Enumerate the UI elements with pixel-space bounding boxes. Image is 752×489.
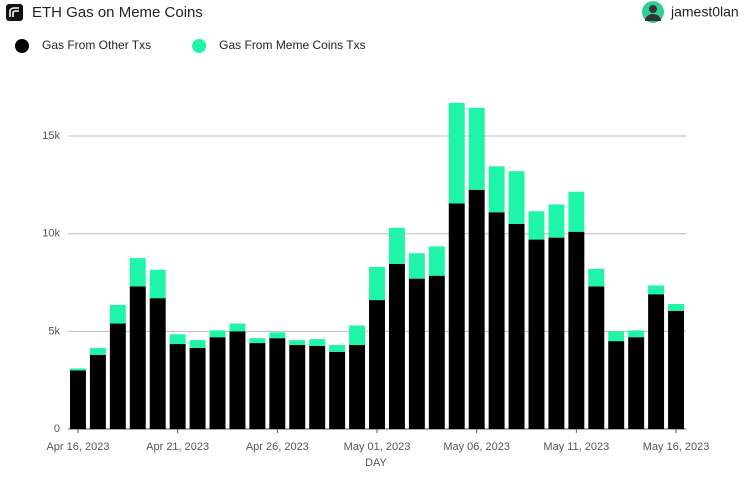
bar-segment xyxy=(468,189,485,429)
bar-segment xyxy=(249,338,266,344)
legend-swatch xyxy=(192,39,207,53)
bar-segment xyxy=(269,338,286,429)
dashboard-title: ETH Gas on Meme Coins xyxy=(32,4,203,21)
bar-segment xyxy=(349,345,366,429)
legend-label: Gas From Meme Coins Txs xyxy=(219,38,365,52)
avatar-body xyxy=(645,14,661,21)
bar-segment xyxy=(668,310,685,429)
bar-segment xyxy=(648,294,665,429)
bar-segment xyxy=(189,340,206,348)
bar-segment xyxy=(269,332,286,339)
x-tick-label: May 06, 2023 xyxy=(443,441,510,453)
bar-segment xyxy=(289,345,306,429)
bar-segment xyxy=(588,286,605,429)
y-tick-label: 0 xyxy=(54,423,60,435)
x-tick-label: May 01, 2023 xyxy=(344,441,411,453)
bar-segment xyxy=(588,268,605,287)
bar-segment xyxy=(329,351,346,429)
bar-segment xyxy=(189,347,206,429)
y-tick-label: 5k xyxy=(48,325,60,337)
bar-segment xyxy=(528,239,545,429)
bar-segment xyxy=(89,354,106,429)
bar-segment xyxy=(249,343,266,429)
bar-segment xyxy=(428,275,445,429)
bar-segment xyxy=(608,341,625,429)
bar-segment xyxy=(129,286,146,429)
bar-segment xyxy=(169,334,186,345)
bar-segment xyxy=(129,258,146,287)
x-axis-label: DAY xyxy=(365,457,387,469)
bar-segment xyxy=(408,278,425,429)
bar-segment xyxy=(528,211,545,240)
bar-segment xyxy=(209,330,226,338)
bar-segment xyxy=(668,304,685,311)
bar-segment xyxy=(448,102,465,204)
bar-segment xyxy=(329,345,346,352)
bar-segment xyxy=(309,339,326,346)
bar-segment xyxy=(69,368,86,371)
bar-segment xyxy=(408,253,425,279)
bar-segment xyxy=(488,212,505,429)
y-tick-label: 10k xyxy=(42,228,60,240)
bar-segment xyxy=(568,191,585,232)
bar-segment xyxy=(568,231,585,429)
bar-segment xyxy=(488,166,505,213)
bar-segment xyxy=(628,337,645,429)
logo-glyph xyxy=(9,7,19,17)
bar-segment xyxy=(628,330,645,338)
bar-segment xyxy=(229,323,246,332)
x-tick-label: Apr 26, 2023 xyxy=(246,441,309,453)
legend-swatch xyxy=(15,39,29,53)
bar-segment xyxy=(109,323,126,429)
bar-segment xyxy=(548,237,565,429)
bar-segment xyxy=(508,171,525,224)
bar-segment xyxy=(548,204,565,238)
bar-segment xyxy=(388,263,405,429)
x-tick-label: May 16, 2023 xyxy=(643,441,710,453)
bar-segment xyxy=(229,331,246,429)
bar-segment xyxy=(369,300,385,429)
bar-segment xyxy=(89,347,106,355)
bar-segment xyxy=(209,337,226,429)
bar-segment xyxy=(508,223,525,429)
logo-icon xyxy=(6,4,23,21)
bar-segment xyxy=(648,285,665,295)
x-tick-label: Apr 21, 2023 xyxy=(146,441,209,453)
legend-label: Gas From Other Txs xyxy=(42,38,151,52)
bar-segment xyxy=(289,340,306,346)
bar-segment xyxy=(109,304,126,324)
bar-segment xyxy=(448,203,465,429)
bar-segment xyxy=(169,344,186,429)
bar-segment xyxy=(149,298,166,429)
bar-segment xyxy=(428,246,445,276)
user-name[interactable]: jamest0lan xyxy=(670,4,739,20)
bar-segment xyxy=(349,325,366,346)
bar-segment xyxy=(149,269,166,299)
x-tick-label: May 11, 2023 xyxy=(543,441,609,453)
y-tick-label: 15k xyxy=(42,130,60,142)
x-tick-label: Apr 16, 2023 xyxy=(46,441,109,453)
bar-segment xyxy=(309,346,326,429)
bar-segment xyxy=(369,266,385,301)
avatar-head xyxy=(649,5,657,13)
bar-segment xyxy=(388,227,405,264)
bar-segment xyxy=(468,107,485,190)
bar-segment xyxy=(69,370,86,429)
bar-segment xyxy=(608,331,625,342)
